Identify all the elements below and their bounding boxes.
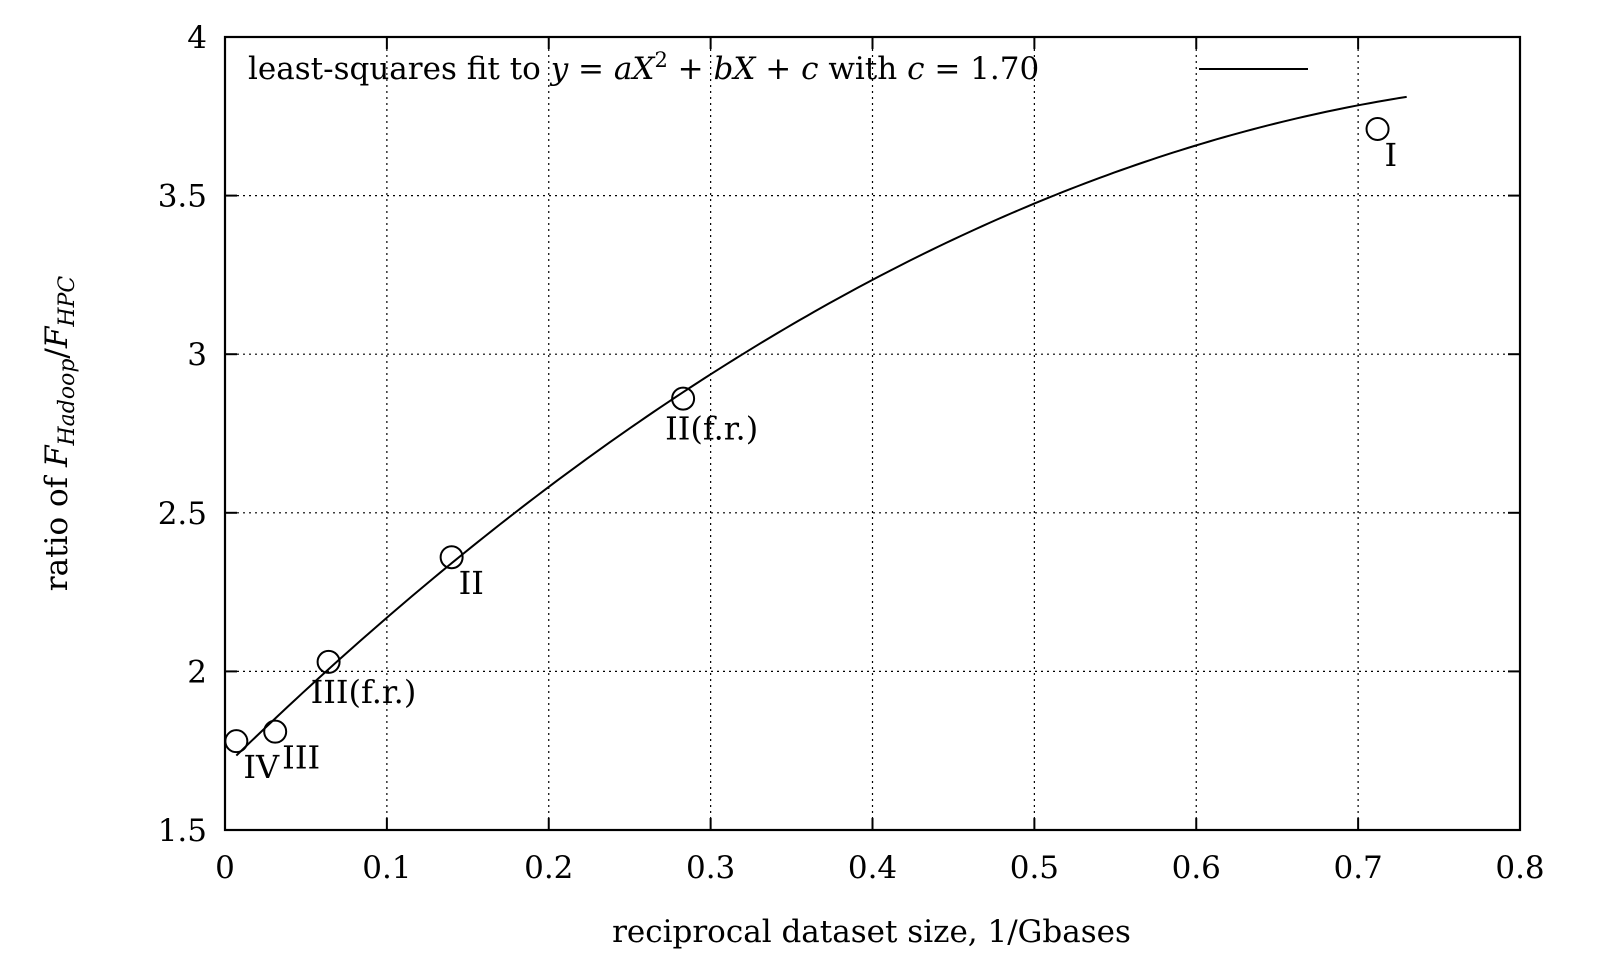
legend-label: least-squares fit to y = aX2 + bX + c wi… [248, 48, 1039, 87]
legend-label-part: + [755, 51, 801, 87]
y-axis-title-part: F [39, 325, 75, 349]
y-axis-title-part: ratio of [39, 467, 75, 591]
legend-label-part: 2 [654, 48, 667, 72]
x-tick-label: 0.2 [524, 850, 573, 886]
data-point-marker [263, 719, 288, 744]
x-tick-label: 0.5 [1010, 850, 1059, 886]
y-tick-label: 2.5 [158, 496, 207, 532]
y-tick-label: 2 [187, 654, 207, 690]
legend-label-part: = 1.70 [924, 51, 1039, 87]
y-axis-title-part: HPC [55, 276, 80, 328]
legend-label-part: aX [614, 51, 656, 87]
y-tick-label: 3.5 [158, 179, 207, 215]
y-axis-title: ratio of FHadoop/FHPC [39, 276, 80, 592]
point-labels: IV III III(f.r.) II II(f.r.) I [243, 136, 1397, 786]
x-tick-label: 0.1 [362, 850, 411, 886]
data-point-label: III [282, 739, 320, 777]
y-tick-label: 1.5 [158, 813, 207, 849]
fit-curve [235, 95, 1407, 757]
data-point-marker [671, 386, 696, 411]
data-point-marker [316, 649, 341, 674]
grid-lines [225, 37, 1520, 830]
y-axis-title-part: Hadoop [55, 359, 80, 447]
x-tick-label: 0.3 [686, 850, 735, 886]
legend-label-part: bX [714, 51, 758, 87]
x-tick-labels: 0 0.1 0.2 0.3 0.4 0.5 0.6 0.7 0.8 [215, 850, 1545, 886]
data-point-label: IV [243, 748, 280, 786]
x-axis-title: reciprocal dataset size, 1/Gbases [612, 914, 1131, 950]
data-point-marker [1365, 116, 1390, 141]
legend-label-part: least-squares fit to [248, 51, 551, 87]
y-tick-label: 4 [187, 20, 207, 56]
x-tick-label: 0.6 [1172, 850, 1221, 886]
data-point-label: III(f.r.) [311, 673, 417, 711]
data-point-label: II [459, 564, 484, 602]
legend: least-squares fit to y = aX2 + bX + c wi… [248, 48, 1308, 87]
data-points [224, 116, 1390, 754]
data-point-label: II(f.r.) [665, 410, 758, 448]
data-point-label: I [1385, 136, 1398, 174]
legend-label-part: + [668, 51, 714, 87]
x-tick-label: 0.4 [848, 850, 897, 886]
legend-label-part: y [549, 51, 569, 87]
y-tick-labels: 1.5 2 2.5 3 3.5 4 [158, 20, 207, 849]
legend-label-part: = [568, 51, 614, 87]
y-tick-label: 3 [187, 337, 207, 373]
y-axis-title-part: / [39, 348, 75, 359]
data-point-marker [439, 545, 464, 570]
x-tick-label: 0.7 [1333, 850, 1382, 886]
plot-frame [223, 35, 1522, 832]
legend-label-part: c [907, 51, 924, 87]
legend-label-part: c [801, 51, 818, 87]
y-axis-title-part: F [39, 444, 75, 468]
x-tick-label: 0 [215, 850, 235, 886]
x-tick-label: 0.8 [1495, 850, 1544, 886]
legend-label-part: with [819, 51, 908, 87]
